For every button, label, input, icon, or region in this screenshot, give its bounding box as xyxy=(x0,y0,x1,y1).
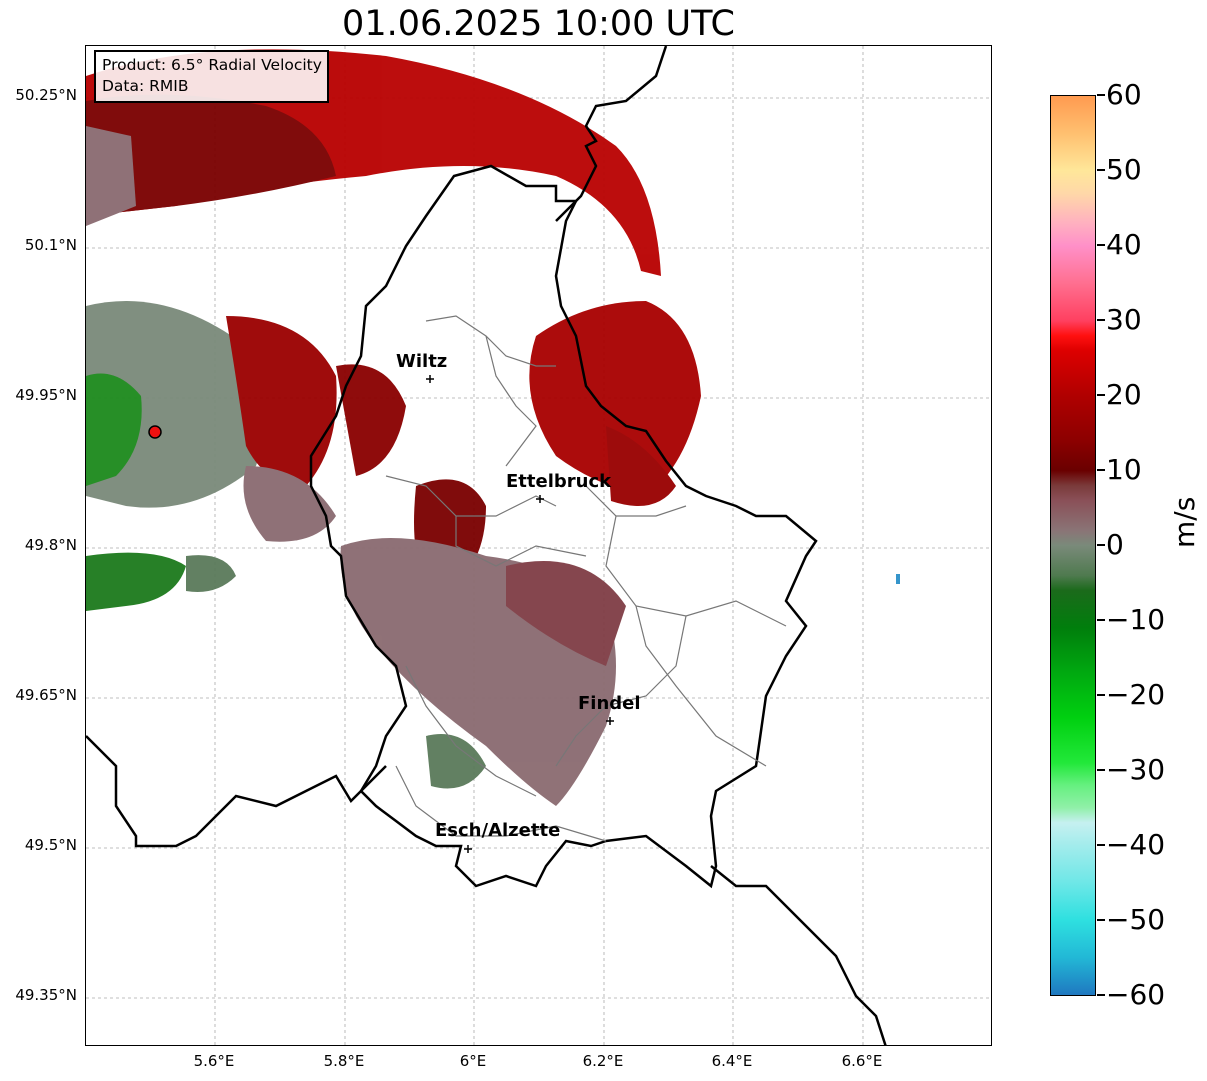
echo-far-west-green xyxy=(186,555,236,592)
canton-borders xyxy=(385,315,787,842)
lon-tick: 6.2°E xyxy=(582,1052,624,1070)
radar-echoes xyxy=(86,49,900,806)
lat-tick: 49.35°N xyxy=(15,986,77,1004)
echo-northwest-muted xyxy=(86,126,136,226)
colorbar-tick-mark xyxy=(1097,319,1105,321)
colorbar-unit-label: m/s xyxy=(1168,496,1201,548)
echo-north-arc-dark xyxy=(86,94,336,216)
lat-tick: 49.5°N xyxy=(24,836,77,854)
colorbar-tick-label: 0 xyxy=(1106,528,1124,561)
lat-tick: 49.8°N xyxy=(24,536,77,554)
lat-tick: 50.1°N xyxy=(24,236,77,254)
colorbar-tick-mark xyxy=(1097,469,1105,471)
border-germany-east xyxy=(555,46,668,222)
colorbar-tick-label: −30 xyxy=(1106,753,1166,786)
city-label-esch-alzette: Esch/Alzette xyxy=(435,820,561,841)
colorbar-tick-label: −10 xyxy=(1106,603,1166,636)
lon-tick: 5.8°E xyxy=(323,1052,365,1070)
lat-tick: 49.65°N xyxy=(15,686,77,704)
colorbar-tick-mark xyxy=(1097,919,1105,921)
velocity-colorbar xyxy=(1050,95,1096,996)
echo-south-muted-2 xyxy=(506,561,626,666)
city-markers xyxy=(426,375,614,853)
radar-map[interactable] xyxy=(85,45,992,1046)
city-label-wiltz: Wiltz xyxy=(396,351,448,372)
echo-west-muted xyxy=(243,466,336,542)
radar-map-canvas xyxy=(86,46,991,1045)
colorbar-tick-mark xyxy=(1097,544,1105,546)
lon-tick: 6.4°E xyxy=(711,1052,753,1070)
border-germany-south xyxy=(710,865,887,1045)
echo-west-green xyxy=(86,552,186,611)
info-product: Product: 6.5° Radial Velocity xyxy=(102,56,322,74)
lat-tick: 50.25°N xyxy=(15,86,77,104)
colorbar-tick-mark xyxy=(1097,844,1105,846)
colorbar-tick-label: 40 xyxy=(1106,228,1142,261)
echo-west-dark xyxy=(336,364,406,476)
echo-east-blue-speck xyxy=(896,574,900,584)
colorbar-tick-label: 10 xyxy=(1106,453,1142,486)
colorbar-tick-mark xyxy=(1097,769,1105,771)
colorbar-tick-mark xyxy=(1097,619,1105,621)
colorbar-tick-label: −60 xyxy=(1106,978,1166,1011)
colorbar-tick-mark xyxy=(1097,244,1105,246)
echo-east-red-2 xyxy=(606,426,676,506)
border-belgium-france xyxy=(86,735,387,848)
border-luxembourg xyxy=(309,164,818,889)
colorbar-tick-mark xyxy=(1097,694,1105,696)
colorbar-tick-label: 60 xyxy=(1106,78,1142,111)
radar-site-marker xyxy=(148,425,162,439)
echo-radar-site-green xyxy=(86,373,142,486)
colorbar-tick-label: −20 xyxy=(1106,678,1166,711)
colorbar-tick-label: −40 xyxy=(1106,828,1166,861)
product-info-box: Product: 6.5° Radial Velocity Data: RMIB xyxy=(94,50,329,103)
city-label-ettelbruck: Ettelbruck xyxy=(506,471,612,492)
echo-south-green xyxy=(426,734,486,789)
echo-west-red xyxy=(226,316,337,486)
lon-tick: 6.6°E xyxy=(841,1052,883,1070)
lat-tick: 49.95°N xyxy=(15,386,77,404)
lon-tick: 6°E xyxy=(459,1052,487,1070)
map-title: 01.06.2025 10:00 UTC xyxy=(342,4,735,44)
colorbar-tick-mark xyxy=(1097,994,1105,996)
colorbar-tick-label: 20 xyxy=(1106,378,1142,411)
lon-tick: 5.6°E xyxy=(193,1052,235,1070)
colorbar-tick-mark xyxy=(1097,394,1105,396)
colorbar-tick-label: 30 xyxy=(1106,303,1142,336)
city-label-findel: Findel xyxy=(578,693,641,714)
colorbar-tick-mark xyxy=(1097,169,1105,171)
country-borders xyxy=(86,46,887,1045)
colorbar-tick-label: 50 xyxy=(1106,153,1142,186)
info-data-source: Data: RMIB xyxy=(102,77,189,95)
colorbar-tick-mark xyxy=(1097,94,1105,96)
colorbar-tick-label: −50 xyxy=(1106,903,1166,936)
